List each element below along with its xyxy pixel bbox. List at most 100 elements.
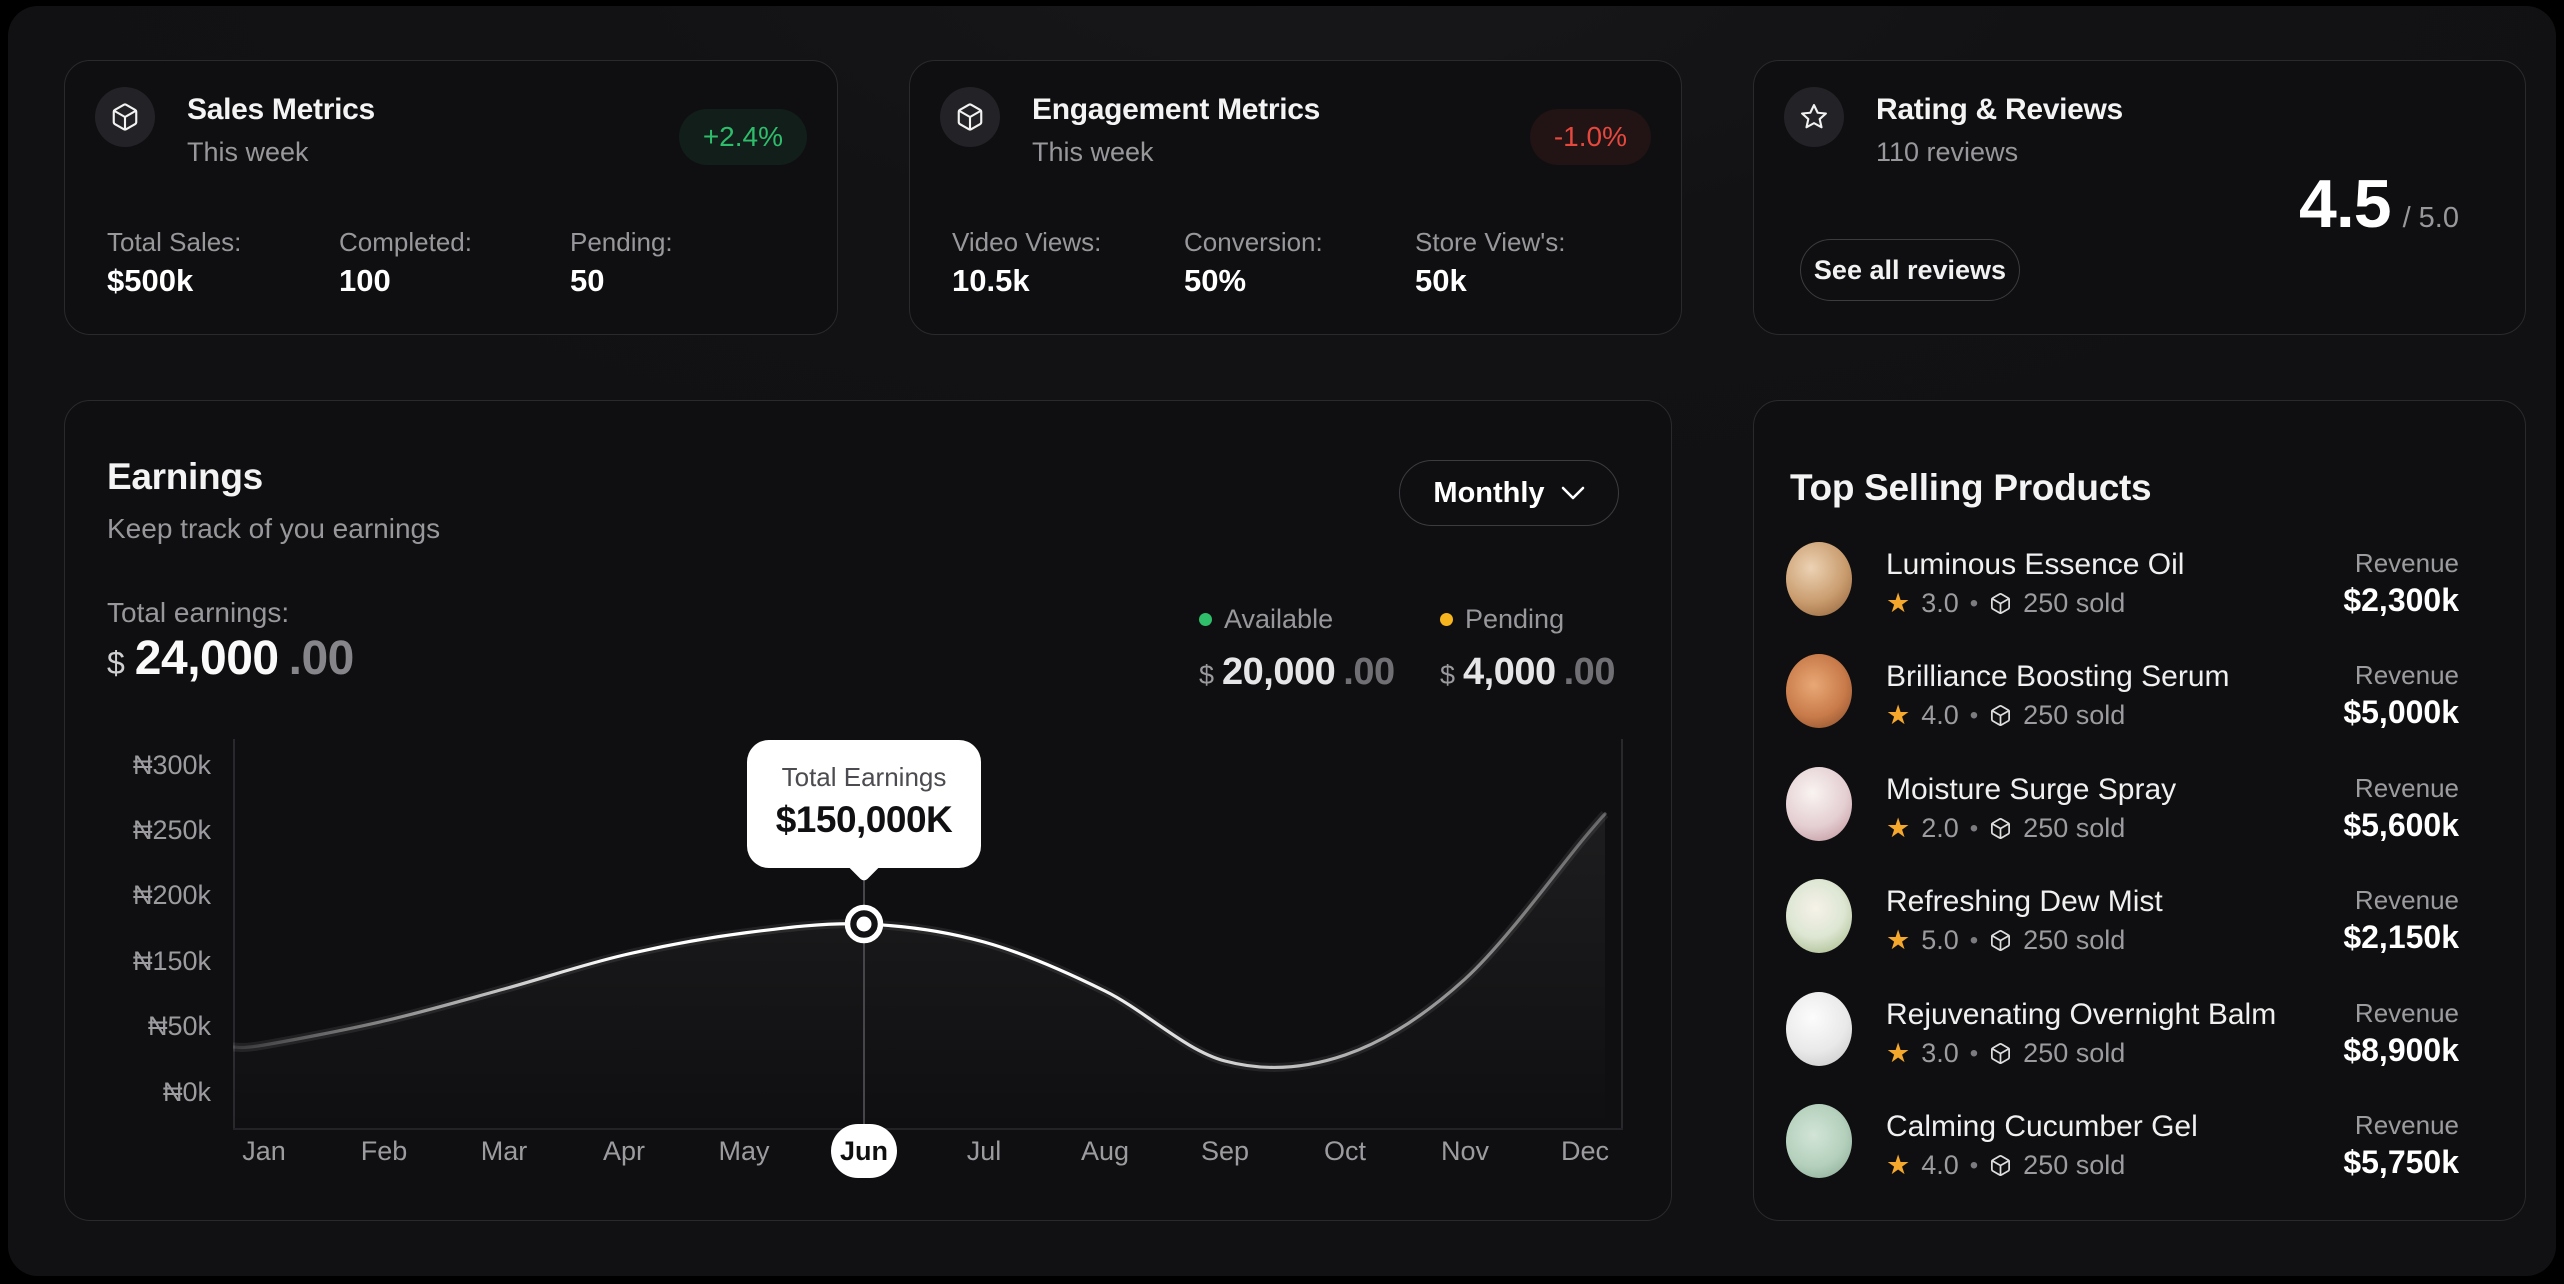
engagement-metrics-card: Engagement Metrics This week -1.0% Video… <box>909 60 1682 335</box>
product-sold: 250 sold <box>2023 588 2126 618</box>
package-icon <box>1991 1155 2011 1176</box>
chevron-down-icon <box>1561 486 1584 500</box>
package-icon <box>1991 705 2011 726</box>
y-axis-label-3: ₦150k <box>132 946 211 976</box>
x-label-jan: Jan <box>242 1136 286 1166</box>
score-scale: / 5.0 <box>2402 202 2459 234</box>
product-row-5[interactable]: Rejuvenating Overnight Balm ★ 3.0 • 250 … <box>1754 992 2527 1084</box>
package-icon <box>1991 818 2011 839</box>
revenue-value: $5,750k <box>2343 1144 2459 1180</box>
earnings-title: Earnings <box>107 456 263 497</box>
package-icon <box>1991 1043 2011 1064</box>
separator-dot: • <box>1969 701 1979 729</box>
product-rating: 3.0 <box>1921 1038 1959 1068</box>
card-period: This week <box>1032 137 1154 167</box>
earnings-chart[interactable] <box>231 739 1623 1131</box>
product-sold: 250 sold <box>2023 925 2126 955</box>
star-outline-icon <box>1784 87 1844 147</box>
legend-pending: Pending $4,000.00 <box>1440 604 1615 693</box>
y-axis-label-1: ₦250k <box>132 815 211 845</box>
revenue-value: $2,150k <box>2343 919 2459 955</box>
y-axis-label-5: ₦0k <box>162 1077 211 1107</box>
product-image <box>1786 654 1852 728</box>
x-label-mar: Mar <box>480 1136 528 1166</box>
star-icon: ★ <box>1886 1150 1911 1180</box>
product-rating: 4.0 <box>1921 700 1959 730</box>
product-row-2[interactable]: Brilliance Boosting Serum ★ 4.0 • 250 so… <box>1754 654 2527 746</box>
x-label-sep: Sep <box>1200 1136 1250 1166</box>
dashboard: Sales Metrics This week +2.4% Total Sale… <box>8 6 2556 1276</box>
product-row-1[interactable]: Luminous Essence Oil ★ 3.0 • 250 sold Re… <box>1754 542 2527 634</box>
product-rating: 4.0 <box>1921 1150 1959 1180</box>
product-row-4[interactable]: Refreshing Dew Mist ★ 5.0 • 250 sold Rev… <box>1754 879 2527 971</box>
legend-available: Available $20,000.00 <box>1199 604 1395 693</box>
earnings-chart-svg <box>231 739 1623 1130</box>
star-icon: ★ <box>1886 925 1911 955</box>
package-icon <box>940 87 1000 147</box>
chart-tooltip: Total Earnings $150,000K <box>747 740 981 868</box>
product-image <box>1786 992 1852 1066</box>
separator-dot: • <box>1969 814 1979 842</box>
revenue-value: $8,900k <box>2343 1032 2459 1068</box>
pending-amount: $4,000.00 <box>1440 651 1615 693</box>
product-rating: 2.0 <box>1921 813 1959 843</box>
separator-dot: • <box>1969 589 1979 617</box>
x-label-jul: Jul <box>966 1136 1002 1166</box>
product-sold: 250 sold <box>2023 1150 2126 1180</box>
revenue-label: Revenue <box>2354 998 2459 1028</box>
tooltip-value: $150,000K <box>775 799 953 840</box>
card-title: Engagement Metrics <box>1032 93 1321 126</box>
card-title: Rating & Reviews <box>1876 93 2123 126</box>
x-label-apr: Apr <box>602 1136 646 1166</box>
earnings-subtitle: Keep track of you earnings <box>107 513 441 544</box>
sales-metrics-card: Sales Metrics This week +2.4% Total Sale… <box>64 60 838 335</box>
card-period: This week <box>187 137 309 167</box>
total-earnings-label: Total earnings: <box>107 597 290 628</box>
star-icon: ★ <box>1886 1038 1911 1068</box>
available-amount: $20,000.00 <box>1199 651 1395 693</box>
y-axis-label-4: ₦50k <box>147 1011 211 1041</box>
earnings-card: Earnings Keep track of you earnings Mont… <box>64 400 1672 1221</box>
package-icon <box>1991 930 2011 951</box>
revenue-label: Revenue <box>2354 885 2459 915</box>
package-icon <box>95 87 155 147</box>
earnings-area <box>233 814 1605 1129</box>
product-rating: 3.0 <box>1921 588 1959 618</box>
total-earnings-amount: $24,000.00 <box>107 632 354 685</box>
y-axis-label-0: ₦300k <box>132 750 211 780</box>
card-title: Sales Metrics <box>187 93 375 126</box>
separator-dot: • <box>1969 926 1979 954</box>
x-axis: Jan Feb Mar Apr May Jun Jul Aug Sep Oct Nov Dec <box>233 1124 1623 1180</box>
period-dropdown[interactable]: Monthly <box>1399 460 1619 526</box>
earnings-line <box>231 812 1607 1070</box>
separator-dot: • <box>1969 1039 1979 1067</box>
x-label-may: May <box>718 1136 770 1166</box>
revenue-value: $5,600k <box>2343 807 2459 843</box>
product-row-3[interactable]: Moisture Surge Spray ★ 2.0 • 250 sold Re… <box>1754 767 2527 859</box>
revenue-label: Revenue <box>2354 1110 2459 1140</box>
see-all-reviews-button[interactable]: See all reviews <box>1800 239 2020 301</box>
revenue-value: $2,300k <box>2343 582 2459 618</box>
x-label-aug: Aug <box>1080 1136 1130 1166</box>
y-axis: ₦300k ₦250k ₦200k ₦150k ₦50k ₦0k <box>65 739 211 1131</box>
tooltip-label: Total Earnings <box>781 762 947 792</box>
top-selling-products-card: Top Selling Products Luminous Essence Oi… <box>1753 400 2526 1221</box>
product-image <box>1786 767 1852 841</box>
period-dropdown-value: Monthly <box>1433 476 1545 509</box>
product-sold: 250 sold <box>2023 700 2126 730</box>
x-label-jun-selected[interactable]: Jun <box>831 1124 897 1178</box>
product-row-6[interactable]: Calming Cucumber Gel ★ 4.0 • 250 sold Re… <box>1754 1104 2527 1196</box>
product-image <box>1786 1104 1852 1178</box>
separator-dot: • <box>1969 1151 1979 1179</box>
star-icon: ★ <box>1886 700 1911 730</box>
x-label-nov: Nov <box>1440 1136 1489 1166</box>
revenue-label: Revenue <box>2354 773 2459 803</box>
x-label-dec: Dec <box>1560 1136 1609 1166</box>
trend-badge: -1.0% <box>1529 109 1651 165</box>
x-label-oct: Oct <box>1323 1136 1366 1166</box>
product-image <box>1786 542 1852 616</box>
product-image <box>1786 879 1852 953</box>
star-icon: ★ <box>1886 588 1911 618</box>
product-sold: 250 sold <box>2023 1038 2126 1068</box>
x-label-feb: Feb <box>360 1136 408 1166</box>
